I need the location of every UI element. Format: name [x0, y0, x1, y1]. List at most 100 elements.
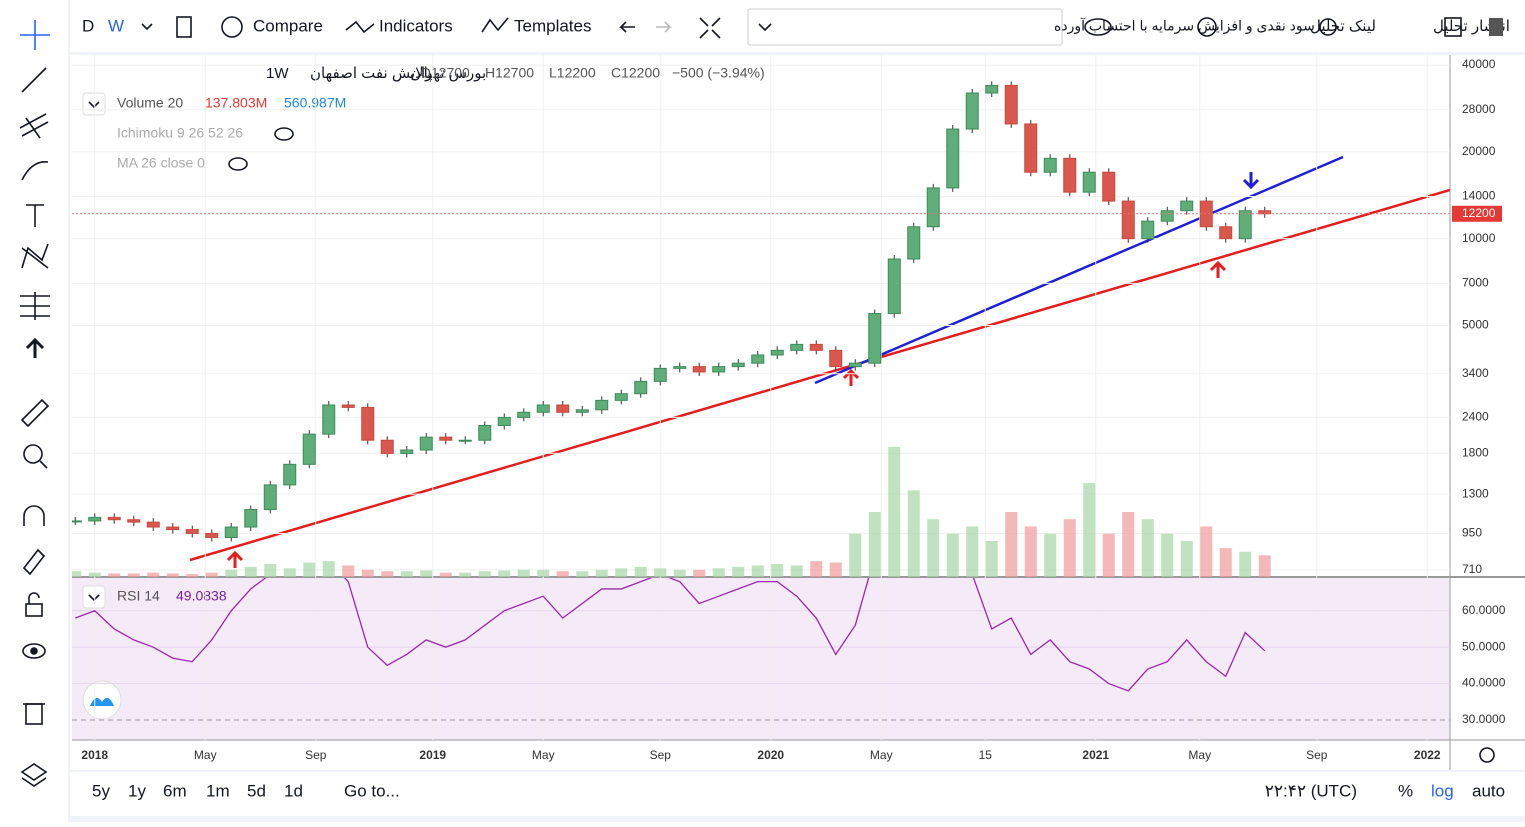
- arrow-up: [842, 368, 860, 386]
- range-button[interactable]: 1d: [284, 781, 303, 800]
- candle-body: [692, 366, 706, 373]
- candle-body: [575, 409, 589, 413]
- x-tick-label: Sep: [1306, 748, 1328, 762]
- volume-bar: [673, 569, 686, 577]
- volume-bar: [888, 447, 901, 577]
- rsi-value: 49.0838: [176, 588, 227, 604]
- goto[interactable]: Go to...: [344, 781, 400, 800]
- range-button[interactable]: 6m: [163, 781, 187, 800]
- candle-body: [322, 404, 336, 435]
- volume-bar: [1122, 512, 1135, 577]
- candle-body: [1160, 210, 1174, 222]
- volume-bar: [1102, 533, 1115, 577]
- range-button[interactable]: 1y: [128, 781, 146, 800]
- candle-body: [185, 529, 199, 534]
- candle-body: [926, 187, 940, 228]
- logo[interactable]: [82, 680, 122, 720]
- delete-icon[interactable]: [1489, 18, 1503, 36]
- volume-bar: [771, 564, 784, 577]
- range-button[interactable]: 1m: [206, 781, 230, 800]
- volume-bar: [654, 568, 667, 577]
- layout-select[interactable]: [747, 8, 1063, 46]
- volume-bar: [166, 573, 179, 577]
- redo[interactable]: [656, 21, 672, 33]
- share-link[interactable]: لینک تحلیل: [1310, 18, 1376, 35]
- candle-body: [1199, 200, 1213, 228]
- auto-toggle[interactable]: auto: [1472, 781, 1505, 800]
- volume-bar: [108, 573, 121, 577]
- ma: MA 26 close 0: [117, 155, 205, 171]
- chart-type-icon[interactable]: [176, 16, 192, 38]
- volume-bar: [1005, 512, 1018, 577]
- candle-body: [458, 439, 472, 442]
- y-tick-label: 3400: [1462, 366, 1489, 380]
- candle-body: [380, 439, 394, 454]
- candle-body: [965, 92, 979, 130]
- x-tick-label: May: [532, 748, 555, 762]
- compare-icon[interactable]: [221, 16, 243, 38]
- ichimoku: Ichimoku 9 26 52 26: [117, 125, 243, 141]
- drawing-tools[interactable]: [19, 20, 50, 787]
- candle-body: [1024, 123, 1038, 173]
- indicators-button[interactable]: Indicators: [379, 16, 453, 35]
- arrow-up: [1209, 260, 1227, 278]
- eye-icon[interactable]: [1084, 18, 1112, 36]
- undo[interactable]: [619, 21, 635, 33]
- y-tick-label: 10000: [1462, 231, 1496, 245]
- open: O12700: [420, 65, 470, 81]
- rsi-tick-label: 60.0000: [1462, 603, 1506, 617]
- interval-w[interactable]: W: [108, 16, 124, 35]
- volume-bar: [1219, 548, 1232, 577]
- candle-body: [341, 404, 355, 408]
- rsi-name: RSI 14: [117, 588, 160, 604]
- candle-body: [107, 516, 121, 521]
- settings-icon[interactable]: [1197, 17, 1217, 37]
- x-tick-label: May: [870, 748, 893, 762]
- candle-body: [1043, 157, 1057, 173]
- candle-body: [88, 516, 102, 522]
- y-tick-label: 40000: [1462, 57, 1496, 71]
- fullscreen[interactable]: [699, 17, 721, 39]
- y-tick-label: 950: [1462, 526, 1482, 540]
- volume-value: 137.803M: [205, 95, 267, 111]
- x-tick-label: Sep: [305, 748, 327, 762]
- percent-toggle[interactable]: %: [1398, 781, 1413, 800]
- candle-body: [985, 84, 999, 94]
- candle-body: [614, 393, 628, 401]
- layout-name[interactable]: سود نقدی و افزایش سرمایه با احتساب آورده: [1054, 18, 1315, 35]
- candle-body: [809, 343, 823, 351]
- volume-name: Volume 20: [117, 95, 183, 111]
- volume-bar: [537, 569, 550, 577]
- rsi-background: [72, 578, 1450, 740]
- volume-bar: [1200, 526, 1213, 577]
- templates-button[interactable]: Templates: [514, 16, 591, 35]
- volume-bar: [1063, 519, 1076, 577]
- volume-bar: [1141, 519, 1154, 577]
- y-tick-label: 28000: [1462, 102, 1496, 116]
- volume-bar: [88, 572, 101, 577]
- candle-body: [829, 349, 843, 368]
- candle-body: [653, 367, 667, 382]
- candle-body: [166, 526, 180, 531]
- volume-bar: [439, 572, 452, 577]
- candle-body: [634, 380, 648, 395]
- volume-bar: [1180, 540, 1193, 577]
- y-tick-label: 1300: [1462, 486, 1489, 500]
- range-button[interactable]: 5y: [92, 781, 110, 800]
- candle-body: [1238, 210, 1252, 240]
- legend: پالایش نفت اصفهان 1W بورس تهران O12700 H…: [82, 65, 765, 609]
- symbol: پالایش نفت اصفهان: [310, 65, 432, 83]
- volume-bar: [712, 568, 725, 577]
- axis-settings[interactable]: [1479, 747, 1495, 763]
- compare-button[interactable]: Compare: [253, 16, 323, 35]
- y-tick-label: 2400: [1462, 410, 1489, 424]
- log-toggle[interactable]: log: [1431, 781, 1454, 800]
- x-tick-label: May: [194, 748, 217, 762]
- candle-body: [439, 436, 453, 441]
- candle-body: [283, 463, 297, 486]
- arrow-down: [1242, 172, 1260, 190]
- rsi-pane: [75, 578, 1266, 692]
- candle-body: [244, 509, 258, 528]
- interval-d[interactable]: D: [82, 16, 94, 35]
- range-button[interactable]: 5d: [247, 781, 266, 800]
